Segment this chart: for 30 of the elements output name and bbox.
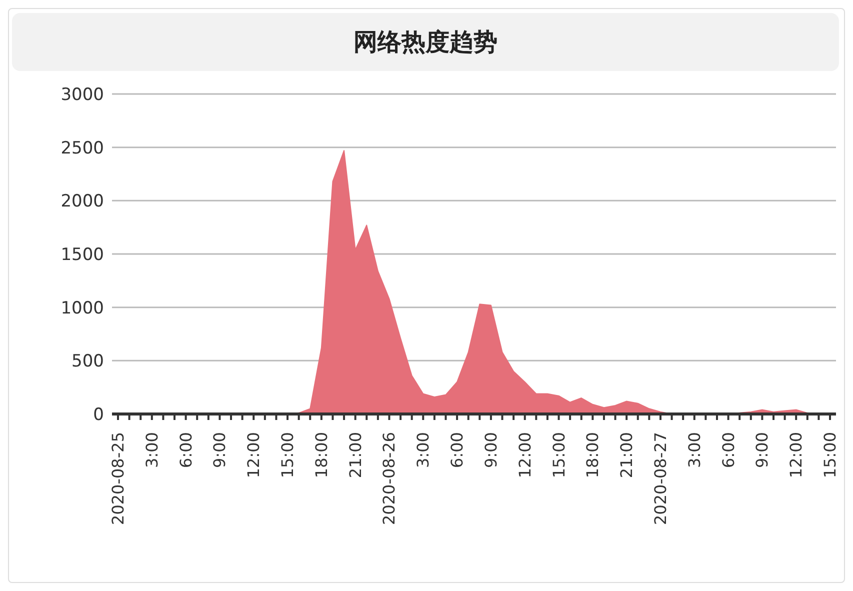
y-tick-label: 1000 (60, 298, 104, 318)
x-tick-label: 9:00 (210, 432, 230, 468)
y-tick-label: 3000 (60, 85, 104, 106)
x-tick-label: 9:00 (752, 432, 772, 468)
x-tick-label: 12:00 (515, 432, 534, 478)
x-tick-label: 15:00 (549, 432, 568, 478)
y-tick-label: 0 (93, 405, 104, 426)
y-tick-label: 2500 (60, 138, 104, 158)
x-tick-label: 2020-08-26 (380, 432, 399, 525)
x-tick-label: 6:00 (718, 432, 738, 468)
x-tick-label: 12:00 (244, 432, 264, 478)
chart-title: 网络热度趋势 (12, 13, 839, 71)
x-tick-label: 3:00 (414, 432, 433, 468)
x-tick-label: 21:00 (617, 432, 636, 478)
y-tick-label: 1500 (60, 245, 104, 266)
y-tick-label: 500 (72, 352, 104, 372)
x-tick-label: 6:00 (448, 432, 467, 468)
y-tick-label: 2000 (60, 192, 104, 212)
x-tick-label: 2020-08-27 (650, 432, 670, 525)
x-tick-label: 21:00 (346, 432, 365, 478)
x-tick-label: 12:00 (786, 432, 806, 478)
x-tick-label: 18:00 (312, 432, 331, 478)
x-tick-label: 15:00 (820, 432, 840, 478)
x-tick-label: 15:00 (278, 432, 298, 478)
x-tick-label: 6:00 (176, 432, 196, 468)
x-tick-label: 9:00 (481, 432, 500, 468)
x-tick-label: 2020-08-25 (108, 432, 128, 525)
x-tick-label: 3:00 (684, 432, 704, 468)
x-tick-label: 3:00 (142, 432, 162, 468)
x-tick-label: 18:00 (583, 432, 602, 478)
